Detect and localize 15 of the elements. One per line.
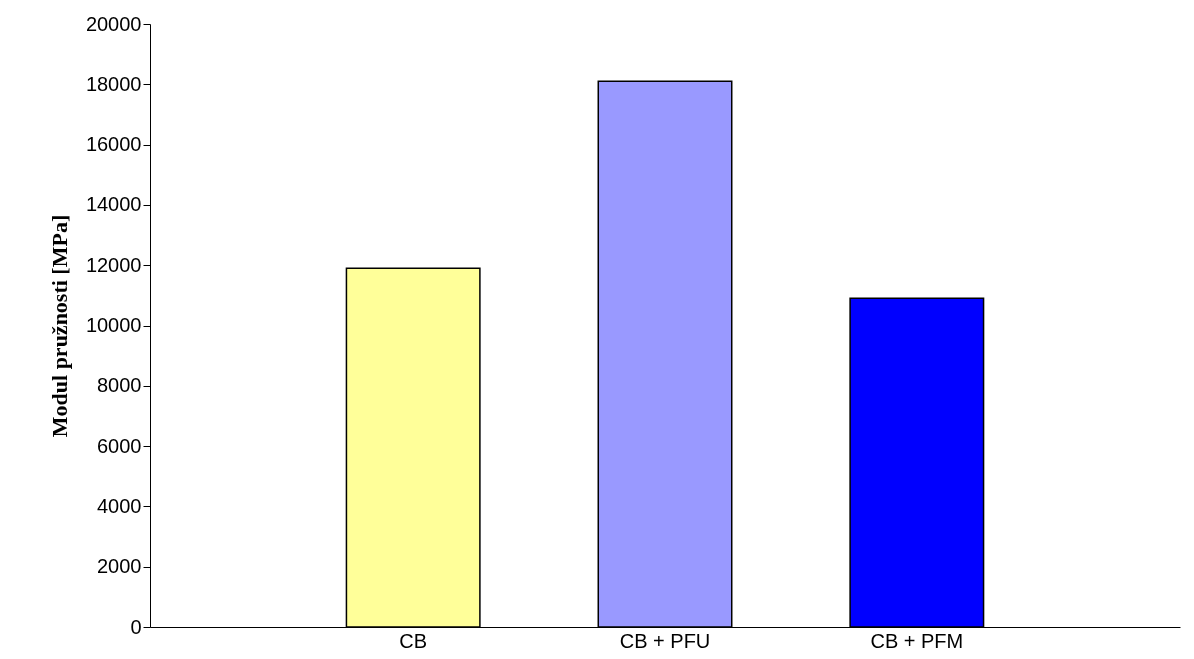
y-tick-label: 14000 <box>85 193 142 216</box>
y-tick-label: 16000 <box>85 133 142 156</box>
y-tick-label: 2000 <box>97 555 142 578</box>
x-tick-label: CB + PFM <box>870 629 964 652</box>
y-tick-label: 0 <box>130 615 142 638</box>
x-tick-label: CB + PFU <box>619 629 711 652</box>
y-tick-label: 18000 <box>85 72 142 95</box>
y-axis-title: Modul pružnosti [MPa] <box>46 214 72 438</box>
y-tick-label: 8000 <box>97 374 142 397</box>
y-tick-label: 20000 <box>85 12 142 35</box>
y-tick-label: 10000 <box>85 314 142 336</box>
x-tick-label: CB <box>399 629 428 652</box>
y-tick-label: 12000 <box>85 253 142 276</box>
y-tick-label: 4000 <box>97 494 142 517</box>
y-tick-label: 6000 <box>97 434 142 457</box>
